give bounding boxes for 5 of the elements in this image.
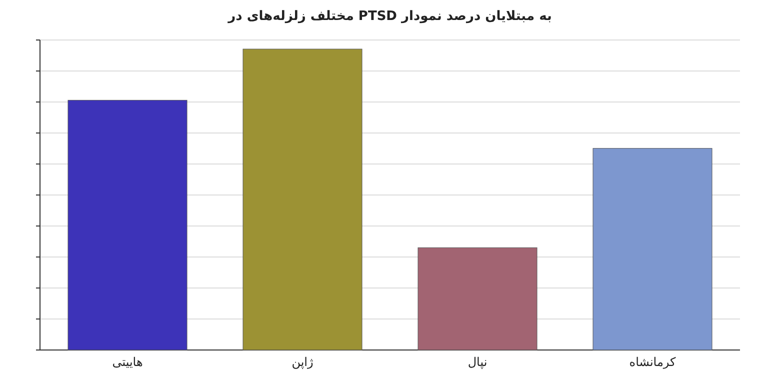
x-tick-label: کرمانشاه (629, 355, 676, 369)
x-tick-label: ژاپن (292, 355, 314, 369)
x-tick-label: هاییتی (112, 355, 143, 369)
chart-title: به مبتلایان درصد نمودار PTSD مختلف زلزله‌های در (227, 9, 552, 24)
x-tick-label: نپال (468, 355, 488, 369)
